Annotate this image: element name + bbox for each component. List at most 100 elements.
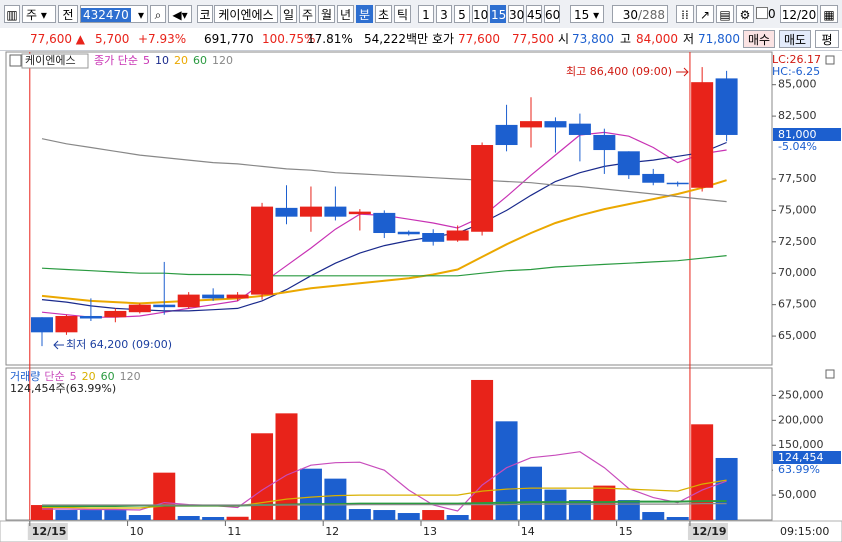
volume-bar [397,513,420,520]
price: 77,600 ▲ [30,32,86,46]
ma-line [41,179,727,305]
count: 30 [622,8,639,22]
legend-entry: 5 [70,370,77,383]
volume-bar [55,510,78,520]
volume-bar [617,500,640,520]
volume-bar [495,421,518,520]
volume-bar [715,457,738,520]
legend-entry: 10 [155,54,169,67]
candle-body [55,315,78,333]
x-tick-label: 15 [619,525,633,538]
check-value: 0 [768,7,776,21]
volume-bar [471,379,494,520]
open: 73,800 [572,32,614,46]
date: 12/20 [781,8,817,22]
stock-name: 케이엔에스 [214,5,278,23]
annotation-low: 최저 64,200 (09:00) [66,338,172,351]
code-input[interactable]: 432470 ▾ [80,5,148,23]
calendar-button[interactable]: ▦ [820,5,838,23]
legend-entry: 20 [82,370,96,383]
code: 432470 [81,8,131,22]
volume-bar [422,510,445,520]
check-group[interactable]: 0 [756,5,776,23]
checkbox[interactable] [756,7,768,19]
sound-button[interactable]: ◀▾ [168,5,192,23]
icon-button[interactable]: ⁞⁞ [676,5,694,23]
toolbar-button[interactable]: 틱 [394,5,411,23]
legend-prefix: 종가 단순 [94,54,138,67]
volume-bar [691,424,714,520]
candle-body [593,134,616,151]
market-select[interactable]: 주 ▾ [22,5,56,23]
toolbar-button[interactable]: 60 [544,5,560,23]
candle-body [568,123,591,135]
y-tick-label: 150,000 [778,438,824,451]
last-value-tag [773,451,841,465]
volume-panel [5,367,773,521]
low-label: 저 [683,32,695,46]
market-short[interactable]: 코 [197,5,213,23]
market-short-text: 코 [199,8,211,22]
icon-button[interactable]: ▤ [716,5,734,23]
legend-entry: 120 [212,54,233,67]
toolbar-button[interactable]: 초 [375,5,392,23]
volume-bar [568,500,591,520]
rate-bg [773,141,841,153]
candle-body [275,207,298,217]
panel-button [825,369,835,379]
candle-body [544,121,567,128]
avg-button[interactable]: 평 [815,30,839,48]
legend-entry: 60 [101,370,115,383]
icon-button[interactable]: ↗ [696,5,714,23]
volume-bar [446,515,469,520]
volume-bar [177,516,200,520]
buy-button[interactable]: 매수 [743,30,775,48]
volume-bar [275,413,298,520]
scope-button[interactable]: 전 [58,5,78,23]
settings-button[interactable]: ⚙ [736,5,754,23]
toolbar-button[interactable]: 분 [356,5,373,23]
icon-button[interactable]: ▥ [4,5,20,23]
toolbar-button[interactable]: 15 [490,5,506,23]
interval-select[interactable]: 15 ▾ [570,5,604,23]
volume-bar [642,512,665,520]
y-tick-label: 75,000 [778,203,817,216]
legend-entry: 5 [143,54,150,67]
annotation-arrow [676,67,689,77]
toolbar-button[interactable]: 30 [508,5,524,23]
toolbar-button[interactable]: 년 [337,5,354,23]
volume-bar [128,515,151,520]
volume-bar [226,516,249,520]
y-tick-label: 77,500 [778,172,817,185]
last-value-tag [773,128,841,142]
sell-button[interactable]: 매도 [779,30,811,48]
low: 71,800 [698,32,740,46]
toolbar-button[interactable]: 주 [299,5,316,23]
candle-body [471,145,494,232]
toolbar-button[interactable]: 일 [280,5,297,23]
legend-entry: 60 [193,54,207,67]
candle-body [324,206,347,217]
candle-body [31,317,53,333]
y-tick-label: 67,500 [778,298,817,311]
y-tick-label: 200,000 [778,413,824,426]
x-tick-label: 12/19 [692,525,727,538]
date-input[interactable]: 12/20 [780,5,818,23]
candle-body [691,82,714,188]
stock-name-text: 케이엔에스 [218,8,274,22]
legend: 종가 단순 5 10 20 60 120 [94,54,233,67]
search-button[interactable]: ⌕ [150,5,166,23]
toolbar-button[interactable]: 월 [318,5,335,23]
legend-entry: 120 [120,370,141,383]
x-tick-label: 10 [130,525,144,538]
toolbar-button[interactable]: 10 [472,5,488,23]
volume-bar [324,478,347,520]
x-tick-label: 12/15 [32,525,67,538]
count-input[interactable]: 30/288 [612,5,668,23]
ma-line [41,255,727,277]
toolbar-button[interactable]: 1 [418,5,434,23]
toolbar-button[interactable]: 45 [526,5,542,23]
toolbar-button[interactable]: 3 [436,5,452,23]
toolbar-button[interactable]: 5 [454,5,470,23]
